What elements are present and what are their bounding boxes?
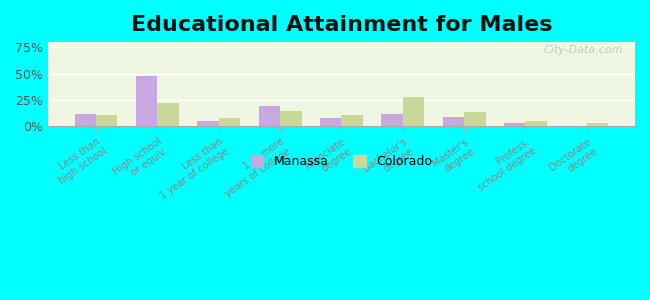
Bar: [403, 97, 424, 126]
Bar: [157, 103, 179, 126]
Bar: [136, 76, 157, 126]
Bar: [443, 117, 464, 126]
Bar: [280, 111, 302, 126]
Bar: [197, 121, 219, 126]
Text: City-Data.com: City-Data.com: [544, 45, 623, 55]
Bar: [75, 113, 96, 126]
Bar: [525, 121, 547, 126]
Title: Educational Attainment for Males: Educational Attainment for Males: [131, 15, 552, 35]
Bar: [382, 113, 403, 126]
Bar: [504, 123, 525, 126]
Bar: [587, 123, 608, 126]
Bar: [219, 118, 240, 126]
Legend: Manassa, Colorado: Manassa, Colorado: [245, 149, 438, 174]
Bar: [96, 115, 118, 126]
Bar: [259, 106, 280, 126]
Bar: [341, 115, 363, 126]
Bar: [464, 112, 486, 126]
Bar: [320, 118, 341, 126]
